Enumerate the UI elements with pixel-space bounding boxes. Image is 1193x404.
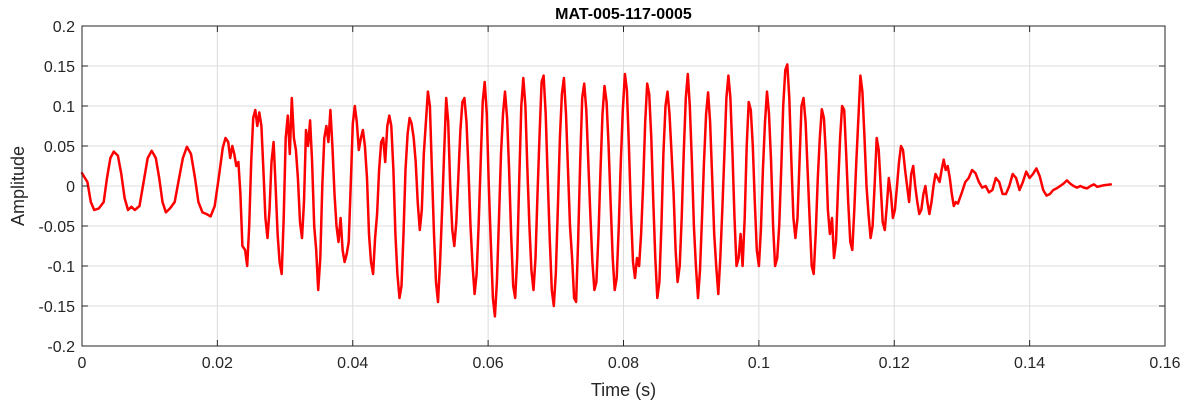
x-tick-label: 0.02 — [202, 355, 233, 372]
x-tick-label: 0.14 — [1014, 355, 1045, 372]
x-tick-label: 0.08 — [608, 355, 639, 372]
x-tick-label: 0.16 — [1149, 355, 1180, 372]
y-axis-label: Amplitude — [8, 146, 28, 226]
y-tick-label: 0.2 — [53, 19, 75, 36]
y-tick-label: -0.15 — [39, 299, 76, 316]
chart-title: MAT-005-117-0005 — [555, 6, 692, 23]
x-tick-label: 0.06 — [473, 355, 504, 372]
y-tick-label: 0.1 — [53, 99, 75, 116]
x-axis-label: Time (s) — [591, 380, 656, 400]
y-tick-label: 0 — [66, 179, 75, 196]
x-tick-labels: 0 0.02 0.04 0.06 0.08 0.1 0.12 0.14 0.16 — [78, 355, 1181, 372]
x-tick-label: 0.04 — [337, 355, 368, 372]
y-tick-label: 0.15 — [44, 59, 75, 76]
signal-series-line — [80, 63, 1113, 318]
y-tick-label: 0.05 — [44, 139, 75, 156]
y-tick-label: -0.05 — [39, 219, 76, 236]
x-tick-label: 0.1 — [748, 355, 770, 372]
x-tick-label: 0.12 — [879, 355, 910, 372]
y-tick-labels: -0.2 -0.15 -0.1 -0.05 0 0.05 0.1 0.15 0.2 — [39, 19, 76, 356]
axis-ticks — [81, 25, 1166, 347]
series-layer — [80, 63, 1113, 318]
x-tick-label: 0 — [78, 355, 87, 372]
y-tick-label: -0.2 — [47, 339, 75, 356]
y-tick-label: -0.1 — [47, 259, 75, 276]
